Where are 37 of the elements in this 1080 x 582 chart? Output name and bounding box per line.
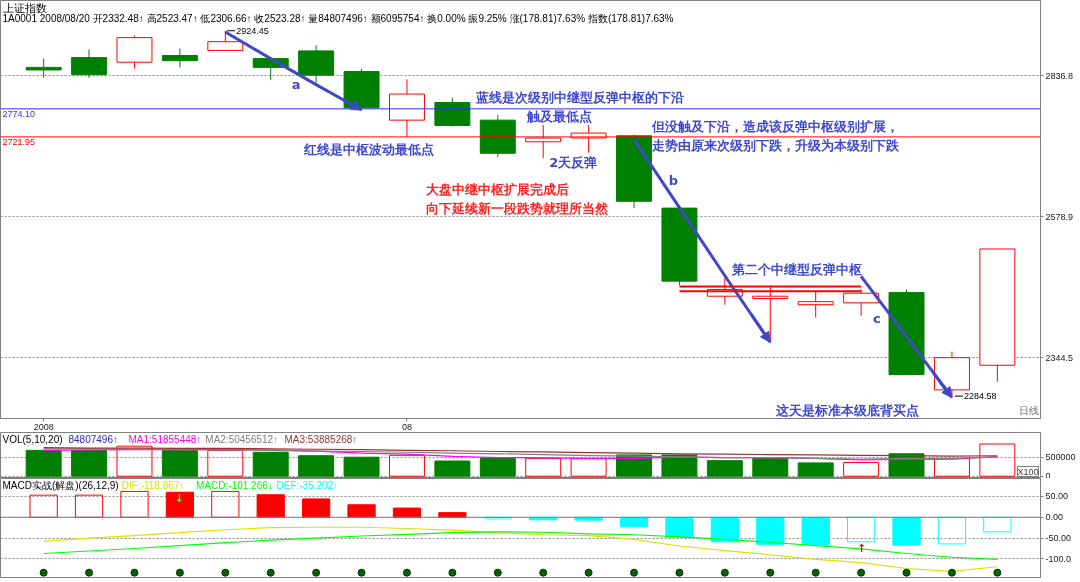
- y-tick-label: -50.00: [1045, 533, 1072, 544]
- annotation: 红线是中枢波动最低点: [302, 142, 434, 158]
- series-label: MA2:50456512↑: [205, 433, 279, 445]
- annotation: 日线: [1018, 405, 1039, 417]
- text: MACD:-101.266↓: [196, 479, 273, 491]
- annotation: 大盘中继中枢扩展完成后: [426, 182, 570, 198]
- y-tick-label: 0.00: [1045, 512, 1064, 523]
- series-label: MA1:51855448↑: [128, 433, 202, 445]
- y-axis-title: X100: [1017, 466, 1039, 477]
- y-tick-label: 2578.9: [1045, 211, 1074, 222]
- chart-title: VOL(5,10,20): [2, 433, 63, 445]
- annotation: 向下延续新一段跌势就理所当然: [426, 201, 610, 216]
- annotation: 2天反弹: [549, 155, 598, 171]
- annotation: 触及最低点: [526, 109, 593, 125]
- annotation: ↑: [856, 541, 867, 555]
- annotation: 但没触及下沿，造成该反弹中枢级别扩展，: [650, 119, 899, 135]
- annotation: ↓: [174, 492, 185, 506]
- annotation: 蓝线是次级别中继型反弹中枢的下沿: [474, 89, 684, 105]
- annotation: 2284.58: [963, 391, 997, 402]
- text: 1A0001 2008/08/20 开2332.48↑ 高2523.47↑ 低2306.66↑ 收2523.28↑ 量84807496↑ 额6095754↑ 换0.00% 振9.25% 涨(178.81)7.63% 指数(178.81)7.63%: [2, 12, 674, 24]
- annotation: 这天是标准本级底背买点: [775, 403, 920, 419]
- chart-title: MACD实战(解盘)(26,12,9): [2, 479, 119, 491]
- x-tick-label: 08: [401, 421, 412, 432]
- series-label: DEF:-35.202↑: [276, 479, 339, 491]
- text: DIF:-118.867↑: [121, 479, 185, 491]
- y-tick-label: 500000: [1045, 452, 1076, 463]
- ref-line-label: 2721.95: [2, 136, 36, 147]
- y-tick-label: 2344.5: [1045, 352, 1074, 363]
- y-tick-label: -100.0: [1045, 553, 1072, 564]
- annotation: 84807496↑: [68, 433, 118, 445]
- y-tick-label: 50.00: [1045, 491, 1069, 502]
- ref-line-label: 2774.10: [2, 108, 36, 119]
- series-label: MA3:53885268↑: [284, 433, 358, 445]
- x-tick-label: 2008: [33, 421, 54, 432]
- y-tick-label: 2836.8: [1045, 70, 1074, 81]
- y-tick-label: 0: [1045, 470, 1051, 481]
- chart-title: 上证指数: [2, 1, 47, 14]
